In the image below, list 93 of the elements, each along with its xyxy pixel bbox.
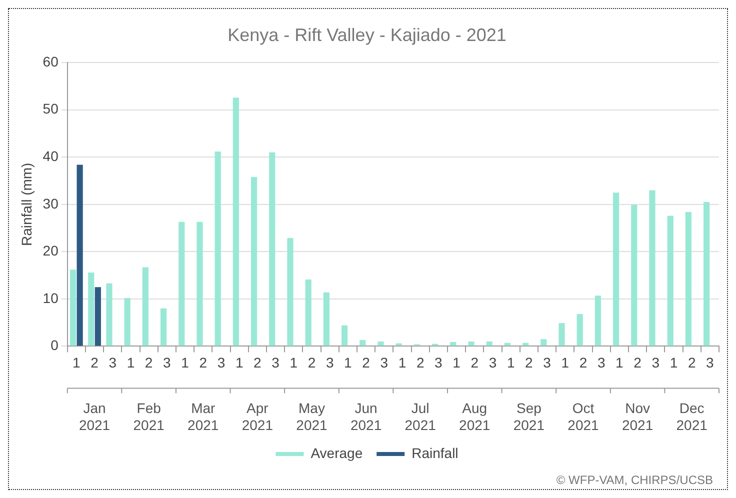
bar [142,267,148,346]
chart-title: Kenya - Rift Valley - Kajiado - 2021 [228,24,506,45]
x-tick-label: 3 [706,354,714,370]
bar [106,283,112,346]
legend-label: Average [310,444,363,461]
x-tick-label: 1 [670,354,678,370]
x-tick-label: 2 [362,354,370,370]
x-tick-label: 3 [434,354,443,370]
y-tick-label: 20 [42,242,59,259]
x-tick-label: 2 [308,354,316,370]
bar [76,164,83,346]
bar [450,342,456,346]
legend-label: Rainfall [412,444,458,461]
x-tick-label: 1 [290,354,298,370]
x-tick-label: 3 [652,354,660,370]
text: Apr 2021 [242,400,274,434]
bar [124,298,130,346]
bar [88,272,94,346]
bar [704,202,710,346]
bar [685,212,692,346]
text: Jun 2021 [350,400,382,434]
x-tick-label: 1 [616,354,624,370]
bar [196,222,203,346]
x-tick-label: 3 [163,354,172,370]
x-tick-label: 2 [199,354,208,370]
x-tick-label: 3 [108,354,117,370]
y-axis-title: Rainfall (mm) [18,162,34,246]
bar [70,270,76,346]
x-tick-label: 2 [416,354,424,370]
bar [612,192,620,346]
x-tick-label: 1 [181,354,190,370]
bar [576,314,583,346]
text: © WFP-VAM, CHIRPS/UCSB [556,473,713,487]
text: Jul 2021 [404,400,436,434]
bar [558,323,565,346]
x-tick-label: 1 [126,354,135,370]
x-tick-label: 3 [217,354,226,370]
x-tick-label: 2 [254,354,262,370]
text: May 2021 [296,400,328,434]
bar [341,325,348,346]
y-tick-label: 40 [42,148,59,164]
bar [594,296,602,346]
y-tick-label: 50 [42,100,59,117]
bar [486,341,492,346]
x-tick-label: 3 [597,354,606,370]
text: Aug 2021 [459,400,490,434]
bar [649,190,656,346]
text: Nov 2021 [622,400,654,434]
bar [667,216,674,346]
x-tick-label: 1 [398,354,406,370]
bar [305,280,312,346]
y-tick-label: 60 [42,53,59,70]
bar [232,98,239,346]
text: Oct 2021 [568,400,600,434]
bar [378,341,384,346]
bar [360,340,366,346]
text: Jan 2021 [78,400,110,434]
x-tick-label: 3 [326,354,334,370]
text: Mar 2021 [188,400,219,434]
y-tick-label: 30 [42,195,59,212]
bar [631,204,638,346]
y-tick-label: 10 [42,290,59,306]
bar [214,151,221,346]
text: Sep 2021 [513,400,545,434]
bar [178,222,185,346]
x-tick-label: 3 [272,354,280,370]
bar [468,341,474,346]
x-tick-label: 2 [634,354,642,370]
x-tick-label: 3 [380,354,388,370]
bar [540,339,547,346]
x-tick-label: 2 [470,354,479,370]
x-tick-label: 1 [452,354,461,370]
x-tick-label: 2 [579,354,588,370]
x-tick-label: 2 [688,354,696,370]
bar [269,152,276,346]
bar [250,176,258,346]
x-tick-label: 2 [525,354,534,370]
text: Dec 2021 [676,400,708,434]
text: Feb 2021 [133,400,165,434]
bar [160,308,167,346]
x-tick-label: 2 [90,354,99,370]
bar [287,238,294,346]
y-tick-label: 0 [50,337,59,354]
x-tick-label: 1 [72,354,81,370]
bar [323,292,330,346]
x-tick-label: 1 [235,354,244,370]
bar [94,287,101,346]
x-tick-label: 2 [144,354,153,370]
x-tick-label: 1 [344,354,352,370]
x-tick-label: 3 [488,354,497,370]
x-tick-label: 1 [561,354,570,370]
x-tick-label: 3 [543,354,552,370]
x-tick-label: 1 [506,354,515,370]
